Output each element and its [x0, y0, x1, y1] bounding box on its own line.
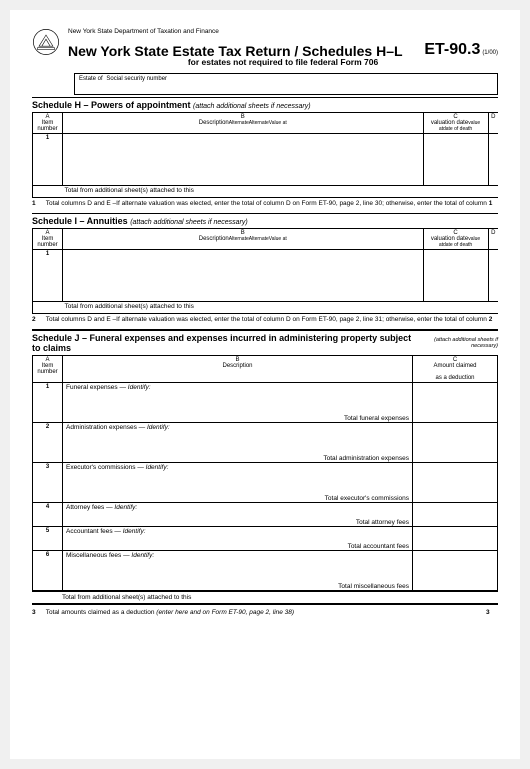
col-a-header: AItemnumber	[33, 356, 63, 383]
col-b-header: BDescriptionAlternateAlternateValue at	[63, 229, 424, 250]
schedule-i-title: Schedule I – Annuities	[32, 216, 128, 226]
amount-cell[interactable]	[413, 527, 498, 551]
description-cell[interactable]	[63, 250, 424, 302]
total-label: Total from additional sheet(s) attached …	[63, 302, 499, 314]
row-number: 4	[33, 503, 63, 527]
amount-cell[interactable]	[413, 423, 498, 463]
schedule-h-table: AItemnumber BDescriptionAlternateAlterna…	[32, 113, 498, 198]
value-cell[interactable]	[488, 250, 498, 302]
schedule-j-row[interactable]: 2Administration expenses — Identify:Tota…	[33, 423, 498, 463]
description-cell[interactable]: Accountant fees — Identify:Total account…	[63, 527, 413, 551]
col-c-header: CAmount claimedas a deduction	[413, 356, 498, 383]
amount-cell[interactable]	[413, 383, 498, 423]
row-number: 1	[33, 250, 63, 302]
row-number: 2	[33, 423, 63, 463]
schedule-j-row[interactable]: 5Accountant fees — Identify:Total accoun…	[33, 527, 498, 551]
schedule-h-title: Schedule H – Powers of appointment	[32, 100, 191, 110]
col-c-header: Cvaluation datevalue atdate of death	[423, 113, 488, 134]
estate-of-label: Estate of	[79, 76, 103, 82]
schedule-h-note: (attach additional sheets if necessary)	[193, 103, 311, 110]
valuation-cell[interactable]	[423, 250, 488, 302]
description-cell[interactable]: Funeral expenses — Identify:Total funera…	[63, 383, 413, 423]
row-number: 5	[33, 527, 63, 551]
col-c-header: Cvaluation datevalue atdate of death	[423, 229, 488, 250]
form-date: (1/00)	[482, 50, 498, 56]
ny-state-seal-icon	[32, 28, 60, 56]
col-d-header: D	[488, 113, 498, 134]
row-number: 1	[33, 134, 63, 186]
final-number: 3	[32, 609, 44, 616]
description-cell[interactable]: Attorney fees — Identify:Total attorney …	[63, 503, 413, 527]
valuation-cell[interactable]	[423, 134, 488, 186]
schedule-j-row[interactable]: 4Attorney fees — Identify:Total attorney…	[33, 503, 498, 527]
instr-end: 2	[489, 316, 493, 323]
schedule-h-instruction: 1 Total columns D and E –If alternate va…	[32, 198, 498, 214]
schedule-i-row-1[interactable]: 1	[33, 250, 499, 302]
final-text: Total amounts claimed as a deduction	[46, 609, 155, 616]
description-cell[interactable]	[63, 134, 424, 186]
schedule-j-row[interactable]: 6Miscellaneous fees — Identify:Total mis…	[33, 551, 498, 591]
header: New York State Department of Taxation an…	[32, 28, 498, 67]
col-a-header: AItemnumber	[33, 229, 63, 250]
schedule-i-total-row: Total from additional sheet(s) attached …	[33, 302, 499, 314]
schedule-i-heading: Schedule I – Annuities (attach additiona…	[32, 214, 498, 229]
estate-ssn-box[interactable]: Estate of Social security number	[74, 73, 498, 95]
amount-cell[interactable]	[413, 551, 498, 591]
col-b-header: BDescription	[63, 356, 413, 383]
description-cell[interactable]: Administration expenses — Identify:Total…	[63, 423, 413, 463]
total-label: Total from additional sheet(s) attached …	[62, 594, 498, 601]
instr-number: 2	[32, 316, 44, 323]
schedule-j-row[interactable]: 3Executor's commissions — Identify:Total…	[33, 463, 498, 503]
total-label: Total from additional sheet(s) attached …	[63, 186, 499, 198]
amount-cell[interactable]	[413, 503, 498, 527]
schedule-h-row-1[interactable]: 1	[33, 134, 499, 186]
row-number: 1	[33, 383, 63, 423]
schedule-j-row[interactable]: 1Funeral expenses — Identify:Total funer…	[33, 383, 498, 423]
schedule-i-table: AItemnumber BDescriptionAlternateAlterna…	[32, 229, 498, 314]
schedule-j-title: Schedule J – Funeral expenses and expens…	[32, 333, 416, 353]
schedule-i-note: (attach additional sheets if necessary)	[130, 219, 248, 226]
schedule-j-note: (attach additional sheets if necessary)	[416, 337, 498, 349]
schedule-j-additional-total: Total from additional sheet(s) attached …	[32, 591, 498, 604]
ssn-label: Social security number	[106, 76, 167, 82]
instr-number: 1	[32, 200, 44, 207]
description-cell[interactable]: Executor's commissions — Identify:Total …	[63, 463, 413, 503]
value-cell[interactable]	[488, 134, 498, 186]
col-a-header: AItemnumber	[33, 113, 63, 134]
col-d-header: D	[488, 229, 498, 250]
form-page: New York State Department of Taxation an…	[10, 10, 520, 759]
schedule-j-final-instruction: 3 Total amounts claimed as a deduction (…	[32, 604, 498, 620]
description-cell[interactable]: Miscellaneous fees — Identify:Total misc…	[63, 551, 413, 591]
instr-text: Total columns D and E –If alternate valu…	[46, 200, 487, 207]
schedule-h-total-row: Total from additional sheet(s) attached …	[33, 186, 499, 198]
amount-cell[interactable]	[413, 463, 498, 503]
schedule-h-heading: Schedule H – Powers of appointment (atta…	[32, 97, 498, 113]
schedule-j-heading: Schedule J – Funeral expenses and expens…	[32, 330, 498, 356]
instr-text: Total columns D and E –If alternate valu…	[46, 316, 487, 323]
row-number: 6	[33, 551, 63, 591]
instr-end: 1	[489, 200, 493, 207]
col-b-header: BDescriptionAlternateAlternateValue at	[63, 113, 424, 134]
row-number: 3	[33, 463, 63, 503]
schedule-j-table: AItemnumber BDescription CAmount claimed…	[32, 356, 498, 591]
form-code: ET-90.3	[424, 41, 480, 58]
final-italic: (enter here and on Form ET-90, page 2, l…	[156, 609, 294, 616]
schedule-i-instruction: 2 Total columns D and E –If alternate va…	[32, 314, 498, 330]
department-name: New York State Department of Taxation an…	[68, 28, 498, 35]
final-end: 3	[486, 609, 498, 616]
